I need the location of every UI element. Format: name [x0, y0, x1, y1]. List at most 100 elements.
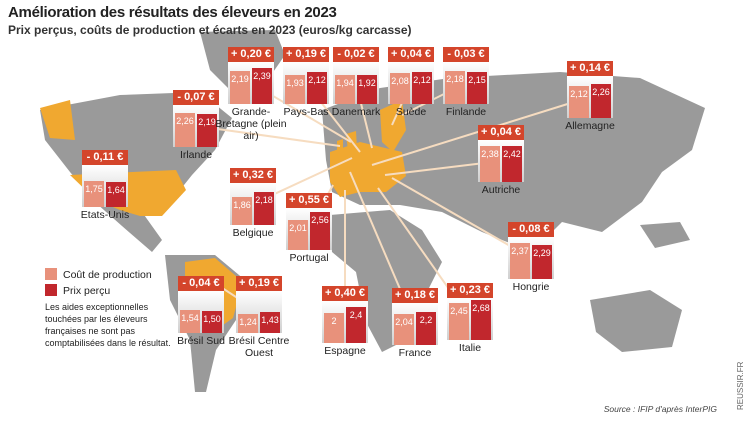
value-label: 2,12	[570, 89, 588, 100]
bar: 2,18	[254, 192, 274, 225]
bar: 2,19	[197, 114, 217, 147]
country-panel: + 0,04 € 2,38 2,42 Autriche	[478, 125, 524, 196]
value-label: 2,4	[349, 310, 363, 320]
country-panel: - 0,04 € 1,54 1,50 Brésil Sud	[177, 276, 225, 347]
difference-label: + 0,20 €	[228, 47, 274, 62]
bar-box: 2 2,4	[322, 301, 368, 343]
bar-box: 2,45 2,68	[447, 298, 493, 340]
bar-box: 1,86 2,18	[230, 183, 276, 225]
bar: 2,38	[480, 146, 500, 182]
bar: 2,04	[394, 314, 414, 345]
difference-label: + 0,04 €	[478, 125, 524, 140]
bar-box: 1,24 1,43	[236, 291, 282, 333]
country-panel: + 0,55 € 2,01 2,56 Portugal	[286, 193, 332, 264]
bar: 2,18	[445, 71, 465, 104]
bar: 2,12	[569, 86, 589, 118]
bar-box: 2,19 2,39	[228, 62, 274, 104]
difference-label: - 0,11 €	[82, 150, 128, 165]
bar: 2,4	[346, 307, 366, 343]
bar-box: 2,26 2,19	[173, 105, 219, 147]
bar-box: 2,08 2,12	[388, 62, 434, 104]
value-label: 1,92	[358, 78, 376, 89]
country-name: Brésil Sud	[177, 335, 225, 347]
country-name: Espagne	[324, 345, 366, 357]
bar-box: 1,93 2,12	[283, 62, 329, 104]
country-panel: + 0,19 € 1,93 2,12 Pays-Bas	[283, 47, 329, 118]
country-panel: - 0,03 € 2,18 2,15 Finlande	[443, 47, 489, 118]
value-label: 2,29	[533, 247, 551, 258]
bar: 2,29	[532, 244, 552, 279]
bar: 1,50	[202, 310, 222, 333]
bar-box: 2,01 2,56	[286, 208, 332, 250]
bar: 1,75	[84, 180, 104, 207]
bar: 2,26	[591, 84, 611, 118]
bar: 1,54	[180, 309, 200, 333]
bar-box: 2,18 2,15	[443, 62, 489, 104]
value-label: 2,26	[592, 87, 610, 98]
value-label: 1,75	[85, 183, 103, 194]
country-panel: + 0,18 € 2,04 2,2 France	[392, 288, 438, 359]
bar: 2,2	[416, 312, 436, 345]
bar: 2	[324, 313, 344, 343]
difference-label: + 0,19 €	[283, 47, 329, 62]
bar: 1,94	[335, 74, 355, 104]
bar-box: 1,94 1,92	[333, 62, 379, 104]
bar-box: 1,54 1,50	[178, 291, 224, 333]
bar: 2,37	[510, 243, 530, 279]
value-label: 2	[331, 316, 337, 326]
bar: 2,19	[230, 71, 250, 104]
value-label: 1,94	[336, 77, 354, 88]
country-panel: + 0,40 €2 2,4 Espagne	[322, 286, 368, 357]
country-panel: + 0,19 € 1,24 1,43 Brésil Centre Ouest	[229, 276, 289, 359]
country-name: Danemark	[331, 106, 381, 118]
difference-label: - 0,04 €	[178, 276, 224, 291]
country-panel: - 0,07 € 2,26 2,19 Irlande	[173, 90, 219, 161]
country-name: Portugal	[289, 252, 329, 264]
value-label: 2,08	[391, 75, 409, 86]
difference-label: + 0,23 €	[447, 283, 493, 298]
value-label: 2,12	[308, 75, 326, 86]
country-name: Hongrie	[512, 281, 550, 293]
country-name: Grande-Bretagne (plein air)	[215, 106, 287, 142]
country-name: Etats-Unis	[80, 209, 130, 221]
note: Les aides exceptionnelles touchées par l…	[45, 302, 171, 348]
value-label: 1,54	[181, 312, 199, 323]
legend-label: Prix perçu	[63, 285, 111, 297]
bar: 2,68	[471, 299, 491, 340]
value-label: 2,39	[253, 71, 271, 82]
value-label: 2,12	[413, 75, 431, 86]
source: Source : IFIP d'après InterPIG	[603, 404, 717, 414]
bar: 2,42	[502, 145, 522, 182]
leader-line	[391, 177, 532, 259]
difference-label: + 0,19 €	[236, 276, 282, 291]
value-label: 2,04	[395, 317, 413, 328]
value-label: 2,26	[176, 116, 194, 127]
value-label: 1,24	[239, 317, 257, 328]
difference-label: + 0,04 €	[388, 47, 434, 62]
bar: 2,01	[288, 219, 308, 250]
legend-item: Prix perçu	[45, 284, 110, 297]
country-panel: - 0,11 € 1,75 1,64 Etats-Unis	[81, 150, 129, 221]
difference-label: + 0,55 €	[286, 193, 332, 208]
difference-label: - 0,08 €	[508, 222, 554, 237]
country-panel: + 0,32 € 1,86 2,18 Belgique	[230, 168, 276, 239]
bar-box: 1,75 1,64	[82, 165, 128, 207]
legend-item: Coût de production	[45, 268, 152, 281]
bar: 1,24	[238, 314, 258, 333]
value-label: 2,68	[472, 302, 490, 313]
bar-box: 2,04 2,2	[392, 303, 438, 345]
value-label: 2,56	[311, 214, 329, 225]
value-label: 1,43	[261, 314, 279, 325]
country-name: Suède	[395, 106, 427, 118]
bar: 1,92	[357, 75, 377, 104]
country-name: France	[398, 347, 432, 359]
country-panel: + 0,04 € 2,08 2,12 Suède	[388, 47, 434, 118]
difference-label: - 0,07 €	[173, 90, 219, 105]
country-panel: + 0,23 € 2,45 2,68 Italie	[447, 283, 493, 354]
country-name: Brésil Centre Ouest	[228, 335, 290, 359]
bar: 2,08	[390, 72, 410, 104]
value-label: 2,45	[450, 306, 468, 317]
country-name: Belgique	[232, 227, 274, 239]
country-panel: + 0,14 € 2,12 2,26 Allemagne	[565, 61, 615, 132]
legend-swatch	[45, 284, 57, 296]
